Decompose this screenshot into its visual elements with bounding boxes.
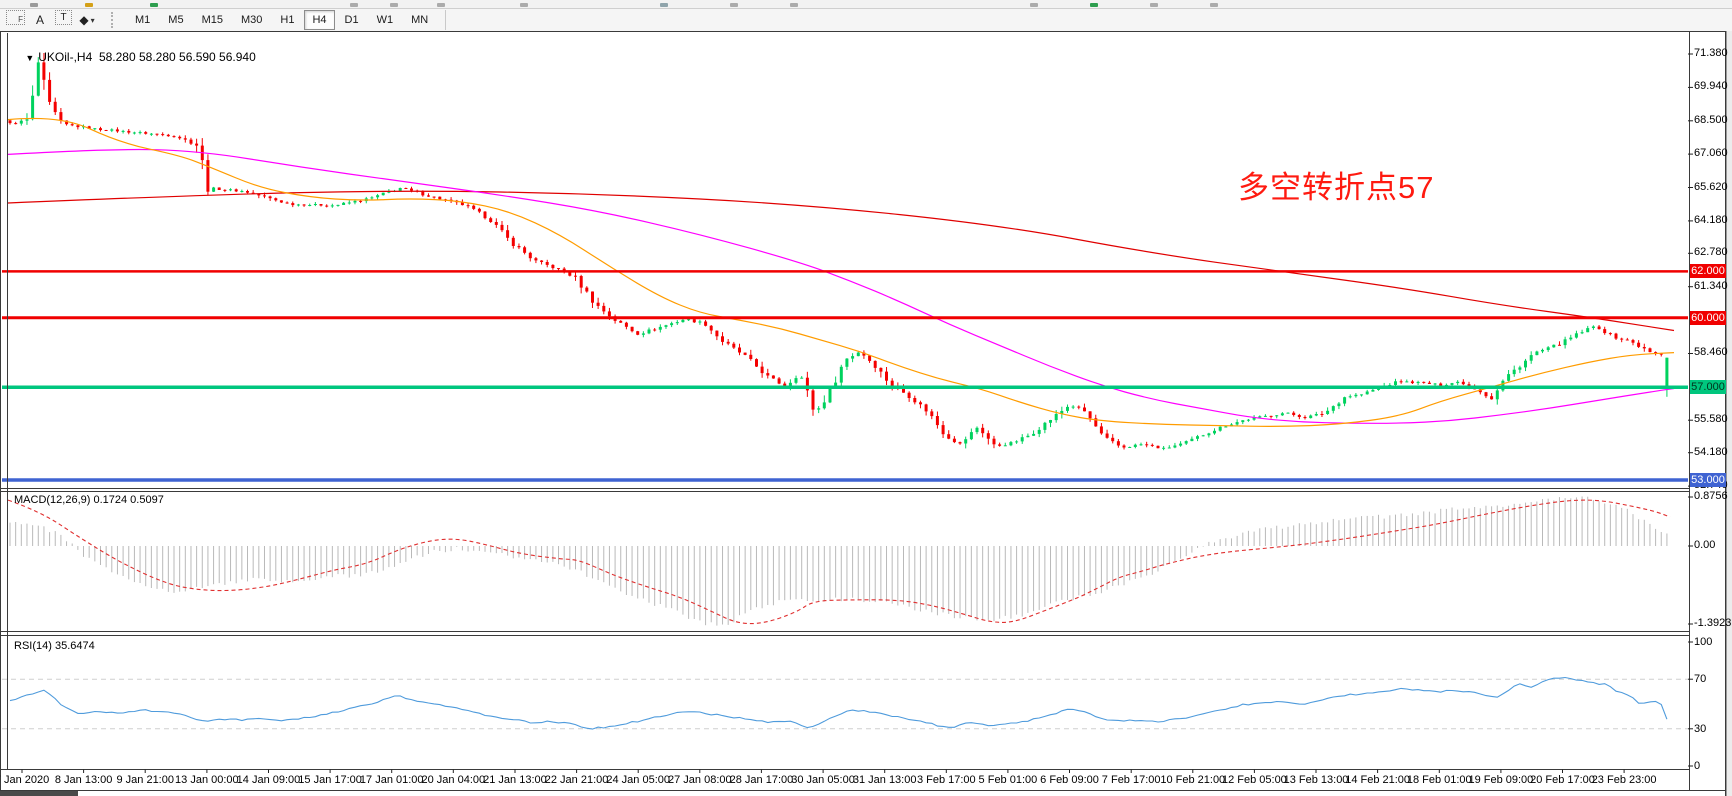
timeframe-button-M15[interactable]: M15	[201, 14, 223, 26]
macd-axis-label: 0.8756	[1694, 490, 1728, 502]
timeframe-button-W1[interactable]: W1	[376, 14, 394, 26]
price-axis-label: 54.180	[1694, 446, 1728, 458]
symbol-ohlc-text: UKOil-,H4 58.280 58.280 56.590 56.940	[38, 50, 256, 64]
price-tag-57.000: 57.000	[1690, 380, 1726, 394]
symbol-ohlc-label[interactable]: ▼ UKOil-,H4 58.280 58.280 56.590 56.940	[12, 36, 256, 78]
date-axis-label: 12 Feb 05:00	[1221, 774, 1287, 786]
timeframe-toolbar: M1 M5 M15 M30 H1 H4 D1 W1 MN	[126, 10, 437, 30]
date-axis-label: 24 Jan 05:00	[606, 774, 670, 786]
rsi-indicator-label: RSI(14) 35.6474	[14, 640, 95, 652]
price-axis-label: 69.940	[1694, 80, 1728, 92]
price-axis-label: 67.060	[1694, 147, 1728, 159]
date-axis-label: 27 Jan 08:00	[668, 774, 732, 786]
price-axis-label: 64.180	[1694, 214, 1728, 226]
date-axis-label: 15 Jan 17:00	[298, 774, 362, 786]
right-edge-strip	[1726, 31, 1732, 796]
price-tag-60.000: 60.000	[1690, 311, 1726, 325]
ma-mid-magenta-line	[7, 148, 1675, 424]
symbol-dropdown-icon[interactable]: ▼	[25, 53, 35, 63]
tool-grid-cursor-icon[interactable]: F	[6, 10, 25, 25]
date-axis-label: 22 Jan 21:00	[544, 774, 609, 786]
chart-toolbar: F A T ◆ ▾ M1 M5 M15 M30 H1 H4 D1 W1 MN	[0, 9, 1732, 32]
main-price-pane[interactable]	[0, 53, 1688, 482]
price-tag-53.000: 53.000	[1690, 473, 1726, 487]
price-axis-label: 55.580	[1694, 413, 1728, 425]
price-axis-label: 71.380	[1694, 47, 1728, 59]
timeframe-button-H1[interactable]: H1	[280, 14, 295, 26]
date-axis-label: 9 Jan 21:00	[116, 774, 174, 786]
date-axis-label: 20 Feb 17:00	[1530, 774, 1595, 786]
toolbar-grip[interactable]	[111, 12, 120, 28]
timeframe-button-M1[interactable]: M1	[135, 14, 151, 26]
chart-annotation-text[interactable]: 多空转折点57	[1238, 170, 1435, 205]
date-axis-label: 7 Jan 2020	[0, 774, 50, 786]
price-axis-label: 65.620	[1694, 181, 1728, 193]
toolbar-separator	[445, 10, 447, 30]
timeframe-button-M5[interactable]: M5	[168, 14, 184, 26]
timeframe-button-M30[interactable]: M30	[240, 14, 263, 26]
horizontal-scrollbar-thumb[interactable]	[0, 791, 78, 796]
date-axis-label: 6 Feb 09:00	[1040, 774, 1099, 786]
date-axis-label: 21 Jan 13:00	[483, 774, 547, 786]
date-axis-label: 10 Feb 21:00	[1160, 774, 1226, 786]
rsi-axis-label: 30	[1694, 723, 1707, 735]
price-axis-label: 58.460	[1694, 346, 1728, 358]
price-axis-label: 61.340	[1694, 280, 1728, 292]
date-axis-label: 23 Feb 23:00	[1591, 774, 1657, 786]
date-axis-label: 13 Feb 13:00	[1283, 774, 1349, 786]
price-tag-62.000: 62.000	[1690, 264, 1726, 278]
ma-fast-orange-line	[7, 117, 1675, 427]
date-axis-label: 19 Feb 09:00	[1468, 774, 1534, 786]
date-axis-label: 14 Jan 09:00	[236, 774, 301, 786]
date-axis-label: 30 Jan 05:00	[791, 774, 855, 786]
macd-axis-label: -1.3923	[1694, 617, 1732, 629]
macd-indicator-label: MACD(12,26,9) 0.1724 0.5097	[14, 494, 164, 506]
date-axis-label: 14 Feb 21:00	[1345, 774, 1411, 786]
date-axis-label: 7 Feb 17:00	[1101, 774, 1161, 786]
macd-axis-label: 0.00	[1694, 539, 1716, 551]
date-axis-label: 20 Jan 04:00	[421, 774, 486, 786]
ma-slow-red-line	[7, 190, 1675, 332]
rsi-axis-label: 0	[1694, 760, 1701, 772]
date-axis-label: 28 Jan 17:00	[729, 774, 794, 786]
date-axis-label: 17 Jan 01:00	[359, 774, 424, 786]
shapes-dropdown-caret-icon[interactable]: ▾	[90, 15, 95, 25]
rsi-axis-label: 70	[1694, 673, 1707, 685]
date-axis-label: 5 Feb 01:00	[978, 774, 1038, 786]
upper-toolbar-partial	[0, 0, 1732, 9]
date-axis-label: 31 Jan 13:00	[852, 774, 917, 786]
rsi-line	[9, 676, 1668, 730]
date-axis-label: 8 Jan 13:00	[54, 774, 113, 786]
date-axis-label: 18 Feb 01:00	[1406, 774, 1472, 786]
price-axis-label: 62.780	[1694, 246, 1728, 258]
tool-shapes-icon[interactable]: ◆ ▾	[79, 13, 95, 27]
timeframe-button-H4[interactable]: H4	[304, 10, 335, 30]
drawing-tools-group: F A T ◆ ▾	[0, 10, 101, 30]
macd-pane[interactable]	[7, 496, 1671, 626]
tool-text-box-icon[interactable]: T	[55, 10, 72, 25]
timeframe-button-MN[interactable]: MN	[411, 14, 429, 26]
timeframe-button-D1[interactable]: D1	[344, 14, 359, 26]
date-axis-label: 3 Feb 17:00	[916, 774, 976, 786]
rsi-axis-label: 100	[1694, 636, 1713, 648]
macd-signal-line	[7, 499, 1671, 625]
date-axis-label: 13 Jan 00:00	[175, 774, 239, 786]
rsi-pane[interactable]	[2, 676, 1688, 730]
price-axis-label: 68.500	[1694, 114, 1728, 126]
tool-text-label-icon[interactable]: A	[35, 13, 44, 27]
